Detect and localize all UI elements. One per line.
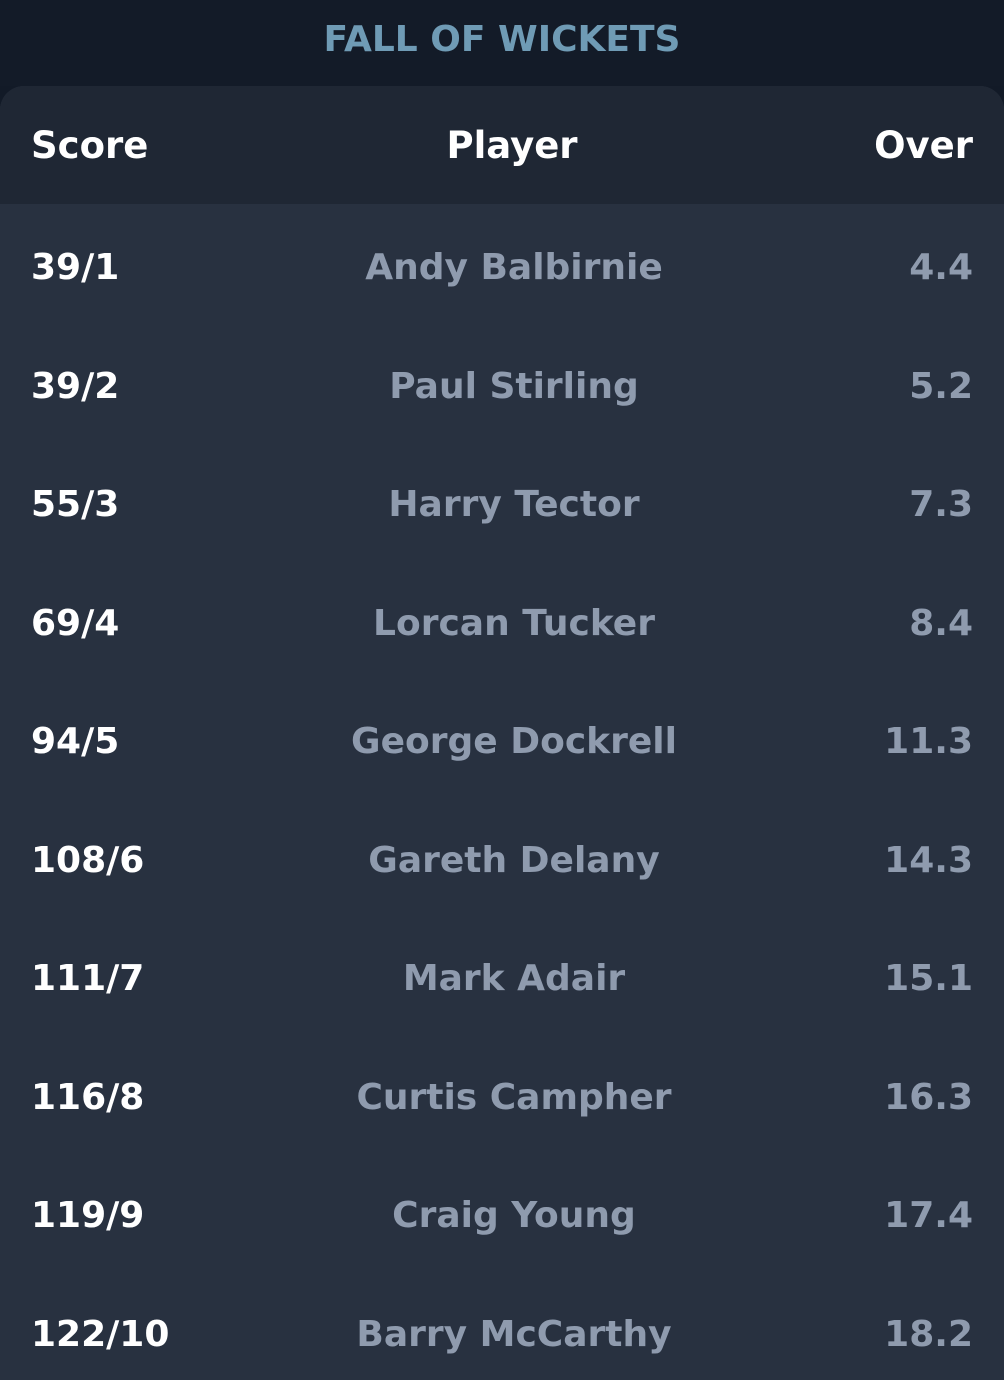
- player-cell: George Dockrell: [351, 721, 677, 762]
- score-cell: 119/9: [31, 1195, 145, 1236]
- table-row: 122/10 Barry McCarthy 18.2: [0, 1271, 1004, 1380]
- over-cell: 18.2: [884, 1313, 973, 1355]
- player-cell: Craig Young: [392, 1195, 636, 1236]
- over-cell: 5.2: [909, 365, 973, 407]
- score-cell: 69/4: [31, 602, 120, 644]
- table-row: 69/4 Lorcan Tucker 8.4: [0, 560, 1004, 679]
- table-row: 39/2 Paul Stirling 5.2: [0, 323, 1004, 442]
- column-header-score: Score: [31, 124, 149, 167]
- table-row: 116/8 Curtis Campher 16.3: [0, 1034, 1004, 1153]
- score-cell: 39/2: [31, 365, 120, 407]
- player-cell: Gareth Delany: [368, 839, 660, 881]
- column-header-player: Player: [446, 124, 578, 167]
- table-row: 39/1 Andy Balbirnie 4.4: [0, 204, 1004, 323]
- player-cell: Paul Stirling: [389, 365, 639, 407]
- score-cell: 111/7: [31, 958, 145, 999]
- table-body: 39/1 Andy Balbirnie 4.4 39/2 Paul Stirli…: [0, 204, 1004, 1380]
- over-cell: 14.3: [884, 839, 973, 881]
- over-cell: 4.4: [909, 247, 973, 288]
- over-cell: 8.4: [909, 602, 973, 644]
- score-cell: 39/1: [31, 247, 120, 288]
- player-cell: Lorcan Tucker: [373, 602, 655, 644]
- score-cell: 116/8: [31, 1076, 145, 1118]
- table-row: 111/7 Mark Adair 15.1: [0, 915, 1004, 1034]
- player-cell: Harry Tector: [388, 484, 640, 525]
- player-cell: Barry McCarthy: [356, 1313, 672, 1355]
- table-row: 108/6 Gareth Delany 14.3: [0, 797, 1004, 916]
- fall-of-wickets-table: Score Player Over 39/1 Andy Balbirnie 4.…: [0, 86, 1004, 1380]
- over-cell: 11.3: [884, 721, 973, 762]
- column-header-over: Over: [874, 124, 973, 167]
- score-cell: 122/10: [31, 1313, 170, 1355]
- over-cell: 17.4: [884, 1195, 973, 1236]
- over-cell: 15.1: [884, 958, 973, 999]
- score-cell: 108/6: [31, 839, 145, 881]
- table-row: 119/9 Craig Young 17.4: [0, 1152, 1004, 1271]
- table-header: Score Player Over: [0, 86, 1004, 204]
- score-cell: 55/3: [31, 484, 120, 525]
- player-cell: Curtis Campher: [356, 1076, 672, 1118]
- over-cell: 16.3: [884, 1076, 973, 1118]
- table-row: 55/3 Harry Tector 7.3: [0, 441, 1004, 560]
- table-row: 94/5 George Dockrell 11.3: [0, 678, 1004, 797]
- score-cell: 94/5: [31, 721, 120, 762]
- player-cell: Andy Balbirnie: [365, 247, 663, 288]
- player-cell: Mark Adair: [402, 958, 626, 999]
- section-title: FALL OF WICKETS: [323, 19, 681, 60]
- over-cell: 7.3: [909, 484, 973, 525]
- title-bar: FALL OF WICKETS: [0, 0, 1004, 86]
